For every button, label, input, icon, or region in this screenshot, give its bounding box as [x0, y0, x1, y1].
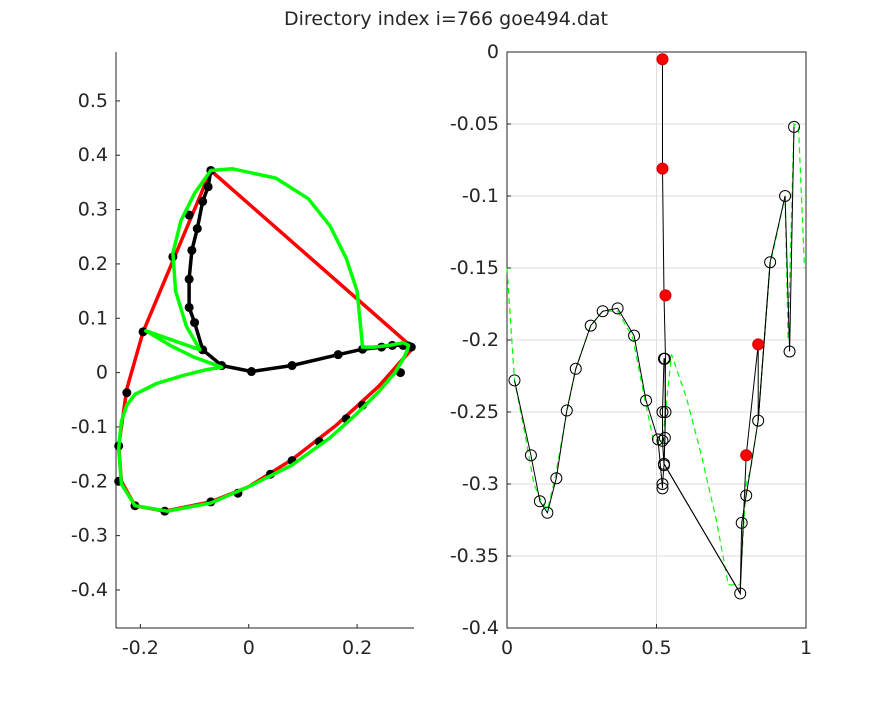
- series-1-point: [333, 350, 343, 360]
- series-1-point: [246, 367, 256, 377]
- series-1-point: [187, 245, 197, 255]
- series-1-line: [514, 126, 795, 596]
- y-tick-label: -0.1: [71, 416, 108, 438]
- y-tick-label: -0.3: [462, 473, 499, 495]
- series-1-point: [584, 319, 597, 332]
- series-2-line: [662, 59, 771, 596]
- series-1-point: [184, 274, 194, 284]
- series-3-point: [656, 53, 669, 66]
- series-1-point: [611, 302, 624, 315]
- series-1-point: [651, 433, 664, 446]
- y-tick-label: -0.15: [450, 257, 499, 279]
- series-1-point: [656, 434, 669, 447]
- series-1-point: [740, 489, 753, 502]
- series-1-point: [508, 374, 521, 387]
- x-tick-label: 0.5: [641, 637, 671, 659]
- series-1-point: [656, 482, 669, 495]
- y-tick-label: -0.25: [450, 401, 499, 423]
- y-tick-label: -0.4: [462, 617, 499, 639]
- series-1-point: [190, 318, 200, 328]
- series-3-point: [740, 449, 753, 462]
- left-axes: -0.2 0 0.2 -0.4 -0.3 -0.2 -0.1 0 0.1 0.2 0.3 0.4 0.5: [71, 52, 416, 659]
- x-tick-label: 1: [800, 637, 812, 659]
- right-axes: 0 0.5 1 -0.4 -0.35 -0.3 -0.25 -0.2 -0.15 -0.1 -0.0…: [450, 41, 812, 659]
- series-3-line: [116, 167, 411, 513]
- y-tick-label: -0.2: [71, 470, 108, 492]
- y-tick-label: -0.3: [71, 525, 108, 547]
- y-tick-label: -0.35: [450, 545, 499, 567]
- x-tick-label: -0.2: [122, 637, 159, 659]
- series-1-point: [788, 120, 801, 133]
- series-1-point: [524, 449, 537, 462]
- series-1-point: [533, 495, 546, 508]
- series-2-point: [122, 388, 132, 398]
- series-1-point: [287, 361, 297, 371]
- series-1-point: [779, 190, 792, 202]
- y-tick-label: 0.3: [78, 199, 108, 221]
- y-tick-label: -0.1: [462, 185, 499, 207]
- y-tick-label: 0: [96, 362, 108, 384]
- y-tick-label: -0.2: [462, 329, 499, 351]
- series-1-point: [560, 404, 573, 417]
- series-3-point: [752, 338, 765, 351]
- series-1-point: [203, 182, 213, 192]
- y-tick-label: 0.5: [78, 90, 108, 112]
- x-tick-label: 0: [243, 637, 255, 659]
- y-tick-label: 0.1: [78, 307, 108, 329]
- series-3-point: [656, 162, 669, 175]
- series-1-point: [640, 394, 653, 407]
- series-1-point: [184, 302, 194, 312]
- series-3-point: [659, 289, 672, 302]
- y-tick-label: 0.2: [78, 253, 108, 275]
- y-tick-label: -0.4: [71, 579, 108, 601]
- y-tick-label: -0.05: [450, 113, 499, 135]
- series-1-point: [783, 345, 796, 358]
- y-tick-label: 0.4: [78, 144, 108, 166]
- series-1-point: [541, 506, 554, 519]
- series-2-point: [184, 210, 194, 220]
- series-1-point: [656, 406, 669, 418]
- series-1-point: [656, 478, 669, 490]
- x-tick-label: 0: [501, 637, 513, 659]
- series-1-point: [735, 516, 748, 529]
- series-1-point: [550, 472, 563, 485]
- series-1-point: [192, 224, 202, 234]
- series-1-point: [628, 329, 641, 342]
- x-tick-label: 0.2: [342, 637, 372, 659]
- series-1-point: [596, 305, 609, 318]
- series-1-point: [198, 196, 208, 206]
- y-tick-label: 0: [487, 41, 499, 63]
- series-1-point: [569, 362, 582, 375]
- figure-title: Directory index i=766 goe494.dat: [284, 8, 608, 30]
